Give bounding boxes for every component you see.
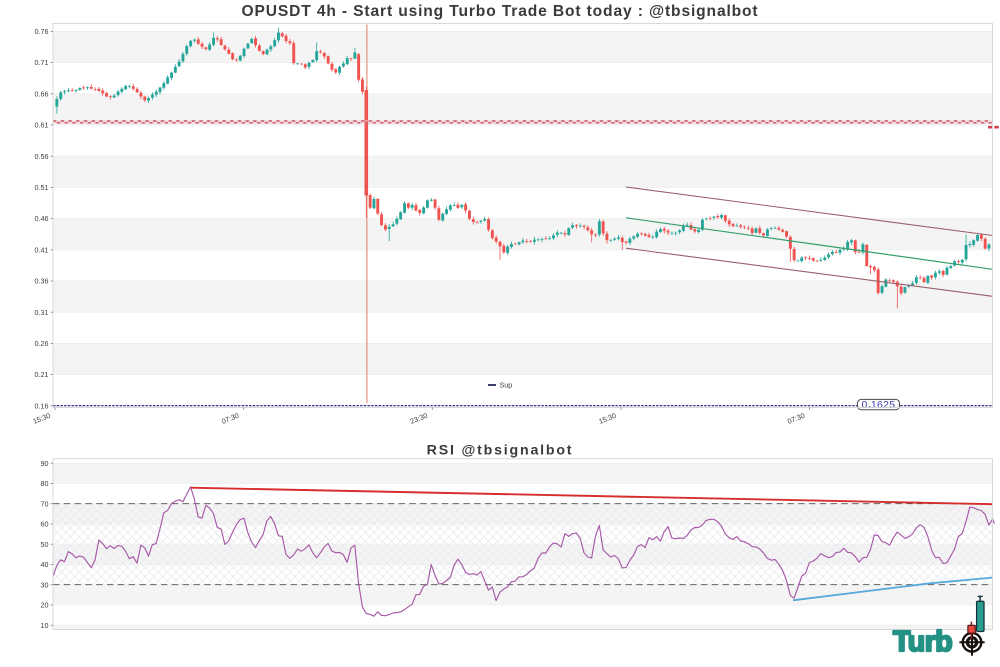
svg-text:0.61: 0.61: [35, 121, 49, 130]
svg-text:0.76: 0.76: [35, 27, 49, 36]
svg-text:Sup: Sup: [500, 381, 513, 390]
svg-text:40: 40: [41, 560, 49, 569]
svg-text:90: 90: [41, 459, 49, 468]
svg-text:OPUSDT 4h - Start using Turbo: OPUSDT 4h - Start using Turbo Trade Bot …: [241, 3, 758, 20]
svg-text:10: 10: [41, 621, 49, 630]
svg-text:50: 50: [41, 540, 49, 549]
svg-text:0.71: 0.71: [35, 58, 49, 67]
svg-text:0.46: 0.46: [35, 214, 49, 223]
svg-text:0.66: 0.66: [35, 89, 49, 98]
svg-text:0.36: 0.36: [35, 277, 49, 286]
svg-text:0.1625: 0.1625: [862, 400, 896, 411]
svg-text:0.26: 0.26: [35, 339, 49, 348]
svg-text:30: 30: [41, 580, 49, 589]
svg-text:0.41: 0.41: [35, 245, 49, 254]
svg-text:60: 60: [41, 520, 49, 529]
svg-text:20: 20: [41, 601, 49, 610]
svg-text:RSI @tbsignalbot: RSI @tbsignalbot: [427, 443, 574, 459]
svg-text:0.56: 0.56: [35, 152, 49, 161]
svg-text:0.51: 0.51: [35, 183, 49, 192]
svg-text:0.31: 0.31: [35, 308, 49, 317]
svg-text:70: 70: [41, 499, 49, 508]
svg-text:0.21: 0.21: [35, 370, 49, 379]
svg-text:Turb: Turb: [893, 626, 952, 658]
svg-text:0.16: 0.16: [35, 401, 49, 410]
svg-text:80: 80: [41, 479, 49, 488]
